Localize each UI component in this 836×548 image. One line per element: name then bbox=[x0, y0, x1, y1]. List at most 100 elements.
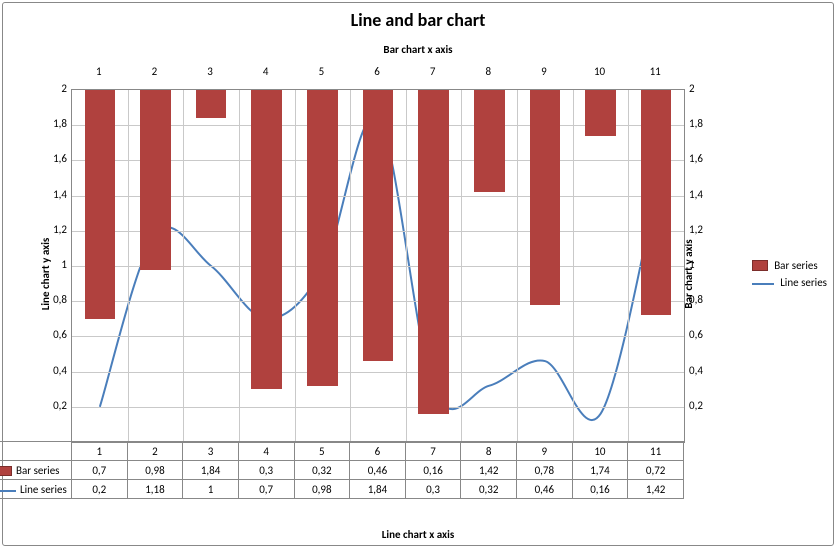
gridline-v bbox=[239, 90, 240, 442]
y-right-tick: 1,2 bbox=[689, 223, 721, 236]
table-row-bar-header: Bar series bbox=[0, 461, 72, 480]
x-top-tick: 2 bbox=[144, 65, 164, 78]
y-left-tick: 2 bbox=[35, 82, 67, 95]
x-top-tick: 6 bbox=[367, 65, 387, 78]
table-row-line-header: Line series bbox=[0, 480, 72, 499]
table-cell: 8 bbox=[461, 442, 517, 461]
bar bbox=[585, 90, 616, 136]
y-right-tick: 2 bbox=[689, 82, 721, 95]
data-table: 1234567891011Bar series0,70,981,840,30,3… bbox=[0, 441, 684, 499]
y-right-tick: 0,4 bbox=[689, 364, 721, 377]
legend-item-line: Line series bbox=[752, 276, 827, 289]
table-cell: 0,72 bbox=[628, 461, 684, 480]
table-row-categories-header bbox=[0, 442, 72, 461]
table-cell: 1,18 bbox=[127, 480, 183, 499]
y-right-tick: 0,2 bbox=[689, 399, 721, 412]
table-cell: 10 bbox=[572, 442, 628, 461]
y-left-tick: 0,6 bbox=[35, 328, 67, 341]
y-left-tick: 0,2 bbox=[35, 399, 67, 412]
table-cell: 0,98 bbox=[294, 480, 350, 499]
x-axis-bottom-title: Line chart x axis bbox=[3, 528, 833, 541]
y-left-tick: 1,8 bbox=[35, 117, 67, 130]
legend: Bar series Line series bbox=[752, 255, 827, 293]
table-cell: 0,3 bbox=[238, 461, 294, 480]
x-top-tick: 11 bbox=[645, 65, 665, 78]
table-cell: 4 bbox=[238, 442, 294, 461]
bar bbox=[307, 90, 338, 386]
table-cell: 0,32 bbox=[461, 480, 517, 499]
y-left-tick: 1,6 bbox=[35, 152, 67, 165]
bar bbox=[418, 90, 449, 414]
table-cell: 0,46 bbox=[350, 461, 406, 480]
table-cell: 1,42 bbox=[461, 461, 517, 480]
gridline-v bbox=[128, 90, 129, 442]
gridline-v bbox=[350, 90, 351, 442]
gridline-h bbox=[72, 372, 684, 373]
y-left-tick: 0,4 bbox=[35, 364, 67, 377]
x-top-tick: 5 bbox=[311, 65, 331, 78]
bar bbox=[474, 90, 505, 192]
y-right-tick: 0,6 bbox=[689, 328, 721, 341]
y-left-tick: 1 bbox=[35, 258, 67, 271]
table-row-bar: Bar series0,70,981,840,30,320,460,161,42… bbox=[0, 461, 684, 480]
x-top-tick: 10 bbox=[590, 65, 610, 78]
table-cell: 6 bbox=[350, 442, 406, 461]
legend-item-bar: Bar series bbox=[752, 259, 827, 272]
x-axis-top-title: Bar chart x axis bbox=[3, 43, 833, 56]
bar bbox=[363, 90, 394, 361]
table-cell: 9 bbox=[517, 442, 573, 461]
bar bbox=[85, 90, 116, 319]
table-cell: 7 bbox=[405, 442, 461, 461]
table-cell: 0,7 bbox=[238, 480, 294, 499]
table-cell: 5 bbox=[294, 442, 350, 461]
gridline-v bbox=[517, 90, 518, 442]
y-right-tick: 1,4 bbox=[689, 188, 721, 201]
table-cell: 0,78 bbox=[517, 461, 573, 480]
table-cell: 0,3 bbox=[405, 480, 461, 499]
table-cell: 2 bbox=[127, 442, 183, 461]
gridline-v bbox=[573, 90, 574, 442]
bar bbox=[140, 90, 171, 270]
x-top-tick: 9 bbox=[534, 65, 554, 78]
table-cell: 0,2 bbox=[72, 480, 128, 499]
gridline-h bbox=[72, 407, 684, 408]
bar bbox=[251, 90, 282, 389]
table-cell: 0,7 bbox=[72, 461, 128, 480]
table-cell: 1,42 bbox=[628, 480, 684, 499]
bar bbox=[641, 90, 672, 315]
x-top-tick: 8 bbox=[478, 65, 498, 78]
table-cell: 1,74 bbox=[572, 461, 628, 480]
y-left-tick: 1,2 bbox=[35, 223, 67, 236]
gridline-v bbox=[183, 90, 184, 442]
table-row-categories: 1234567891011 bbox=[0, 442, 684, 461]
table-cell: 0,16 bbox=[572, 480, 628, 499]
table-cell: 0,46 bbox=[517, 480, 573, 499]
table-cell: 1,84 bbox=[350, 480, 406, 499]
chart-title: Line and bar chart bbox=[3, 9, 833, 31]
x-top-tick: 3 bbox=[200, 65, 220, 78]
y-left-tick: 0,8 bbox=[35, 293, 67, 306]
y-right-tick: 1,8 bbox=[689, 117, 721, 130]
table-cell: 3 bbox=[183, 442, 239, 461]
y-right-tick: 1,6 bbox=[689, 152, 721, 165]
table-cell: 1 bbox=[183, 480, 239, 499]
y-right-tick: 1 bbox=[689, 258, 721, 271]
table-cell: 1,84 bbox=[183, 461, 239, 480]
table-cell: 0,16 bbox=[405, 461, 461, 480]
table-cell: 0,32 bbox=[294, 461, 350, 480]
table-cell: 1 bbox=[72, 442, 128, 461]
legend-line-label: Line series bbox=[780, 276, 827, 289]
legend-bar-label: Bar series bbox=[774, 259, 817, 272]
gridline-v bbox=[628, 90, 629, 442]
gridline-v bbox=[295, 90, 296, 442]
y-right-tick: 0,8 bbox=[689, 293, 721, 306]
gridline-v bbox=[461, 90, 462, 442]
x-top-tick: 1 bbox=[89, 65, 109, 78]
table-cell: 11 bbox=[628, 442, 684, 461]
table-row-line: Line series0,21,1810,70,981,840,30,320,4… bbox=[0, 480, 684, 499]
x-top-tick: 4 bbox=[256, 65, 276, 78]
bar bbox=[196, 90, 227, 118]
x-top-tick: 7 bbox=[423, 65, 443, 78]
bar bbox=[530, 90, 561, 305]
chart-frame: Line and bar chart Bar chart x axis Line… bbox=[2, 2, 834, 546]
